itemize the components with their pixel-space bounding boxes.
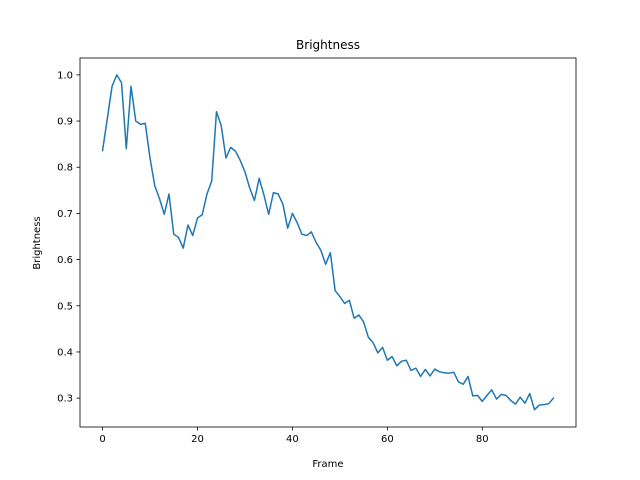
y-tick-label: 0.3 <box>57 394 73 405</box>
y-tick-label: 0.8 <box>57 163 73 174</box>
x-tick-label: 20 <box>191 434 204 445</box>
y-tick-label: 1.0 <box>57 70 73 81</box>
plot-area: 0 20 40 60 80 0.3 0.4 0.5 0.6 0.7 0.8 0.9 1.0 <box>57 57 577 445</box>
x-tick-label: 60 <box>381 434 394 445</box>
x-axis-label: Frame <box>312 459 343 470</box>
axes-frame <box>79 57 577 428</box>
chart-title: Brightness <box>296 38 360 52</box>
y-tick-label: 0.6 <box>57 255 73 266</box>
y-axis-label: Brightness <box>32 216 43 269</box>
x-tick-label: 80 <box>476 434 489 445</box>
y-tick-label: 0.7 <box>57 209 73 220</box>
y-tick-label: 0.4 <box>57 347 73 358</box>
x-tick-label: 40 <box>286 434 299 445</box>
y-tick-label: 0.9 <box>57 117 73 128</box>
brightness-series-line <box>101 74 555 411</box>
x-tick-label: 0 <box>99 434 105 445</box>
y-tick-label: 0.5 <box>57 301 73 312</box>
